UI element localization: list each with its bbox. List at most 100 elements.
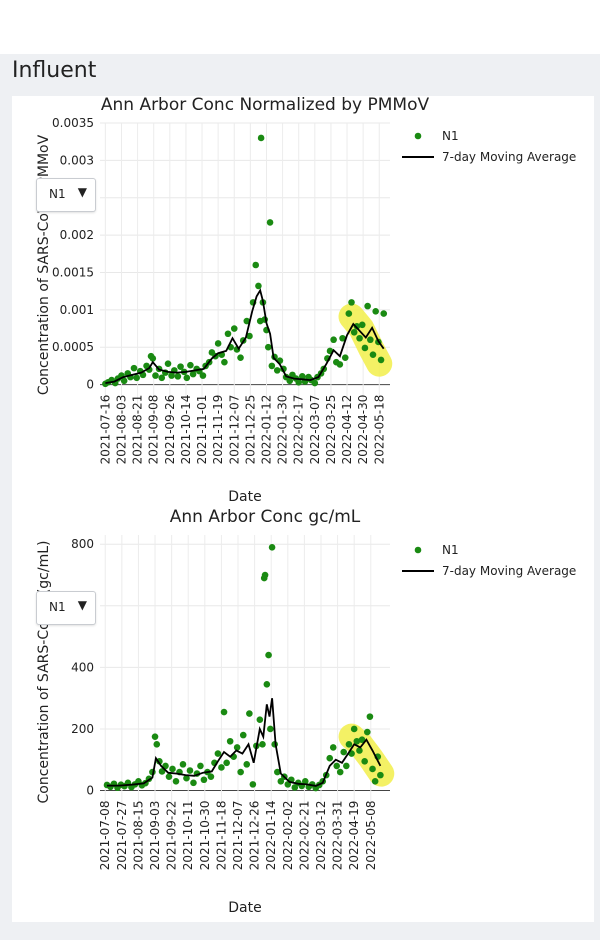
n1-point	[358, 321, 366, 329]
x-tick-label: 2021-12-25	[243, 395, 257, 465]
n1-point	[277, 777, 285, 785]
n1-point	[267, 725, 274, 733]
moving-average-line	[105, 288, 385, 384]
n1-point	[243, 317, 251, 325]
n1-point	[199, 372, 207, 379]
legend-n1-label: N1	[442, 129, 459, 143]
x-tick-label: 2022-02-02	[281, 801, 295, 871]
n1-point	[350, 328, 358, 336]
n1-point	[273, 367, 281, 374]
x-tick-label: 2022-01-30	[276, 395, 290, 465]
n1-point	[336, 361, 344, 368]
n1-point	[149, 355, 157, 362]
x-tick-label: 2022-03-12	[314, 801, 328, 871]
n1-point	[179, 761, 187, 768]
n1-point	[259, 741, 266, 748]
x-tick-label: 2021-10-14	[179, 395, 193, 465]
n1-point	[223, 759, 230, 767]
legend: N1 7-day Moving Average	[402, 543, 576, 578]
n1-point	[152, 372, 159, 379]
n1-point	[220, 708, 228, 716]
n1-point	[377, 356, 385, 364]
x-tick-label: 2022-04-12	[340, 395, 354, 465]
x-tick-label: 2021-12-07	[227, 395, 241, 465]
n1-point	[361, 344, 369, 352]
n1-point	[230, 325, 238, 332]
gcml-chart: 02004006008002021-07-082021-07-272021-08…	[36, 508, 576, 916]
chevron-down-icon: ▼	[77, 185, 87, 199]
n1-point	[274, 768, 281, 776]
n1-point	[190, 779, 197, 787]
n1-point	[341, 354, 349, 361]
x-tick-label: 2022-03-07	[308, 395, 322, 465]
x-tick-label: 2021-12-07	[231, 801, 245, 871]
x-tick-label: 2021-08-03	[114, 395, 128, 465]
n1-point	[130, 364, 138, 372]
y-tick-label: 200	[71, 722, 94, 736]
moving-average-line	[107, 698, 382, 787]
n1-point	[345, 310, 353, 317]
n1-point	[218, 764, 225, 771]
n1-point	[239, 731, 247, 739]
n1-point	[263, 681, 271, 688]
n1-point	[377, 771, 384, 779]
n1-point	[339, 334, 346, 342]
series-dropdown-1[interactable]: N1 ▼	[36, 178, 96, 212]
n1-point	[286, 377, 294, 385]
n1-point	[252, 261, 260, 269]
n1-point	[249, 781, 257, 788]
n1-point	[172, 777, 180, 785]
n1-point	[369, 765, 376, 773]
series-dropdown-2[interactable]: N1 ▼	[36, 591, 96, 625]
x-tick-label: 2021-12-26	[248, 801, 262, 871]
x-tick-label: 2021-07-27	[115, 801, 129, 871]
y-tick-label: 0.0005	[52, 340, 94, 354]
x-tick-label: 2021-09-08	[147, 395, 161, 465]
n1-point	[361, 757, 368, 765]
n1-point	[168, 372, 175, 379]
n1-point	[257, 134, 265, 142]
x-tick-label: 2022-05-08	[364, 801, 378, 871]
n1-point	[301, 777, 309, 785]
dropdown-selected: N1	[49, 600, 66, 614]
n1-point	[165, 773, 173, 780]
n1-point	[183, 374, 191, 382]
section-title: Influent	[12, 58, 97, 83]
n1-point	[295, 379, 303, 386]
x-tick-label: 2021-09-26	[163, 395, 177, 465]
n1-point	[298, 373, 306, 380]
n1-point	[264, 343, 272, 351]
y-tick-label: 0	[86, 784, 94, 798]
legend-n1-marker	[414, 546, 422, 554]
n1-point	[246, 710, 253, 717]
x-tick-label: 2022-02-17	[292, 395, 306, 465]
n1-point	[255, 282, 262, 290]
legend-average-label: 7-day Moving Average	[442, 150, 576, 164]
n1-point	[371, 777, 379, 785]
x-tick-label: 2021-09-03	[148, 801, 162, 871]
y-tick-label: 0.0035	[52, 116, 94, 130]
n1-point	[329, 744, 337, 751]
n1-point	[326, 754, 334, 762]
n1-point	[367, 336, 374, 344]
n1-point	[291, 784, 299, 791]
n1-point	[363, 728, 371, 736]
n1-point	[200, 776, 208, 784]
n1-point	[350, 725, 358, 733]
n1-point	[197, 762, 204, 770]
n1-point	[226, 737, 234, 745]
n1-point	[169, 765, 176, 773]
n1-point	[345, 741, 353, 748]
legend-n1-label: N1	[442, 543, 459, 557]
x-tick-label: 2021-07-16	[98, 395, 112, 465]
n1-point	[343, 762, 350, 770]
n1-point	[353, 737, 361, 745]
n1-point	[246, 332, 253, 340]
dropdown-selected: N1	[49, 187, 66, 201]
n1-point	[356, 747, 363, 754]
n1-point	[151, 733, 159, 740]
n1-point	[207, 773, 215, 780]
x-tick-label: 2022-03-31	[331, 801, 345, 871]
x-tick-label: 2021-08-15	[131, 801, 145, 871]
n1-point	[364, 302, 371, 310]
